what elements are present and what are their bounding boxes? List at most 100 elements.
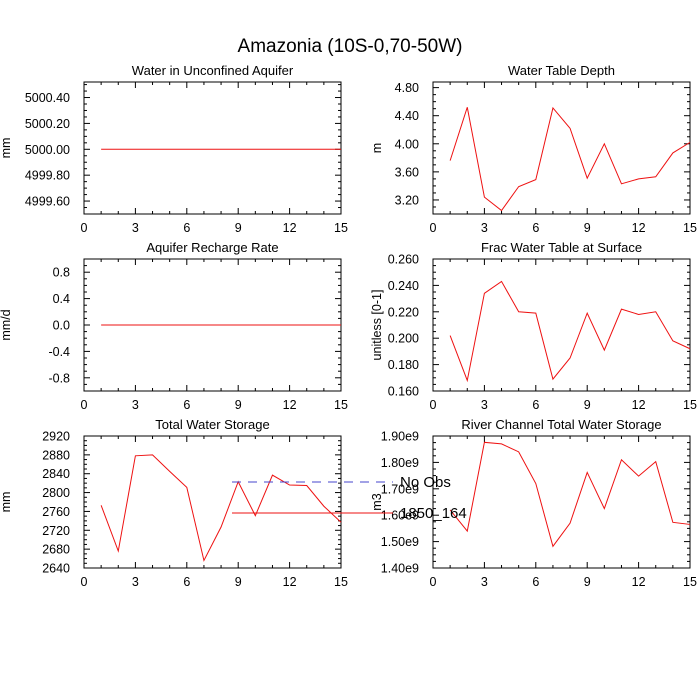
x-tick-label: 0	[81, 398, 88, 412]
y-tick-label: 2880	[42, 448, 70, 462]
plot-frame-4	[83, 435, 342, 569]
x-tick-label: 12	[283, 221, 297, 235]
y-tick-label: 0.160	[388, 385, 419, 399]
x-tick-label: 6	[532, 575, 539, 589]
panel-4: Total Water Storage 0 3 6 9 12 15 2640 2680 2720 2…	[0, 417, 348, 589]
x-tick-label: 3	[481, 575, 488, 589]
y-tick-label: 1.40e9	[381, 562, 419, 576]
x-tick-label: 6	[532, 221, 539, 235]
panels: Water in Unconfined Aquifer 0 3 6 9 12 15 4999.…	[0, 63, 697, 589]
panel-title-5: River Channel Total Water Storage	[461, 417, 661, 432]
x-tick-label: 15	[683, 398, 697, 412]
y-tick-label: 4999.60	[25, 195, 70, 209]
x-tick-label: 0	[81, 221, 88, 235]
legend-label-no-obs: No Obs	[400, 474, 451, 491]
panel-5: River Channel Total Water Storage 0 3 6 9 12 1…	[370, 417, 697, 589]
x-tick-label: 6	[183, 221, 190, 235]
y-tick-label: 5000.20	[25, 117, 70, 131]
y-tick-label: 0.8	[53, 266, 70, 280]
y-tick-label: 2640	[42, 562, 70, 576]
y-tick-label: 4.80	[395, 81, 419, 95]
x-tick-label: 3	[481, 398, 488, 412]
series-line-4-0	[100, 454, 342, 562]
x-tick-label: 15	[683, 575, 697, 589]
x-tick-label: 12	[283, 575, 297, 589]
x-tick-label: 12	[283, 398, 297, 412]
y-axis-label-0: mm	[0, 138, 13, 159]
x-tick-label: 0	[430, 575, 437, 589]
y-tick-label: 1.70e9	[381, 482, 419, 496]
x-tick-label: 3	[481, 221, 488, 235]
panel-0: Water in Unconfined Aquifer 0 3 6 9 12 15 4999.…	[0, 63, 348, 235]
series-line-5-0	[449, 441, 691, 548]
panel-title-1: Water Table Depth	[508, 63, 615, 78]
x-tick-label: 9	[235, 398, 242, 412]
panel-title-2: Aquifer Recharge Rate	[146, 240, 278, 255]
y-tick-label: 0.200	[388, 332, 419, 346]
plot-frame-5	[432, 435, 691, 569]
x-tick-label: 3	[132, 398, 139, 412]
y-tick-label: 0.180	[388, 358, 419, 372]
x-tick-label: 12	[632, 398, 646, 412]
y-tick-label: 2680	[42, 543, 70, 557]
x-tick-label: 9	[584, 398, 591, 412]
x-tick-label: 15	[334, 221, 348, 235]
x-tick-label: 3	[132, 575, 139, 589]
y-tick-label: 1.60e9	[381, 509, 419, 523]
x-tick-label: 15	[334, 575, 348, 589]
x-tick-label: 0	[430, 398, 437, 412]
y-tick-label: 0.260	[388, 253, 419, 267]
x-tick-label: 9	[584, 221, 591, 235]
y-tick-label: 1.90e9	[381, 430, 419, 444]
panel-2: Aquifer Recharge Rate 0 3 6 9 12 15 -0.8 -0.4 0.0…	[0, 240, 348, 412]
y-tick-label: 2720	[42, 524, 70, 538]
series-line-1-0	[449, 106, 691, 212]
legend-label-series: 1850_164	[400, 505, 467, 522]
y-tick-label: 5000.40	[25, 91, 70, 105]
series-line-3-0	[449, 280, 691, 383]
y-tick-label: 3.60	[395, 165, 419, 179]
panel-3: Frac Water Table at Surface 0 3 6 9 12 15 0.160…	[370, 240, 697, 412]
plot-frame-1	[432, 81, 691, 215]
x-tick-label: 6	[183, 575, 190, 589]
x-tick-label: 15	[334, 398, 348, 412]
panel-title-3: Frac Water Table at Surface	[481, 240, 642, 255]
x-tick-label: 9	[235, 575, 242, 589]
x-tick-label: 3	[132, 221, 139, 235]
y-tick-label: 2800	[42, 486, 70, 500]
x-tick-label: 12	[632, 575, 646, 589]
y-axis-label-3: unitless [0-1]	[370, 290, 384, 361]
y-axis-label-1: m	[370, 143, 384, 153]
x-tick-label: 12	[632, 221, 646, 235]
x-tick-label: 15	[683, 221, 697, 235]
x-tick-label: 9	[584, 575, 591, 589]
y-tick-label: 1.80e9	[381, 456, 419, 470]
y-axis-label-4: mm	[0, 492, 13, 513]
x-tick-label: 0	[430, 221, 437, 235]
plot-frame-3	[432, 258, 691, 392]
x-tick-label: 6	[532, 398, 539, 412]
x-tick-label: 0	[81, 575, 88, 589]
y-axis-label-2: mm/d	[0, 309, 13, 340]
y-axis-label-5: m3	[370, 493, 384, 510]
y-tick-label: 0.4	[53, 292, 70, 306]
y-tick-label: 1.50e9	[381, 535, 419, 549]
panel-1: Water Table Depth 0 3 6 9 12 15 3.20 3.60 4.00 4.4…	[370, 63, 697, 235]
y-tick-label: 0.0	[53, 319, 70, 333]
main-title: Amazonia (10S-0,70-50W)	[238, 36, 463, 57]
y-tick-label: 4.40	[395, 109, 419, 123]
legend: No Obs 1850_164	[232, 474, 467, 522]
x-tick-label: 9	[235, 221, 242, 235]
y-tick-label: 5000.00	[25, 143, 70, 157]
y-tick-label: 0.220	[388, 305, 419, 319]
y-tick-label: 2840	[42, 467, 70, 481]
panel-title-4: Total Water Storage	[155, 417, 269, 432]
panel-title-0: Water in Unconfined Aquifer	[132, 63, 294, 78]
y-tick-label: 4.00	[395, 137, 419, 151]
y-tick-label: 2760	[42, 505, 70, 519]
y-tick-label: -0.8	[48, 371, 70, 385]
x-tick-label: 6	[183, 398, 190, 412]
y-tick-label: -0.4	[48, 345, 70, 359]
y-tick-label: 4999.80	[25, 169, 70, 183]
